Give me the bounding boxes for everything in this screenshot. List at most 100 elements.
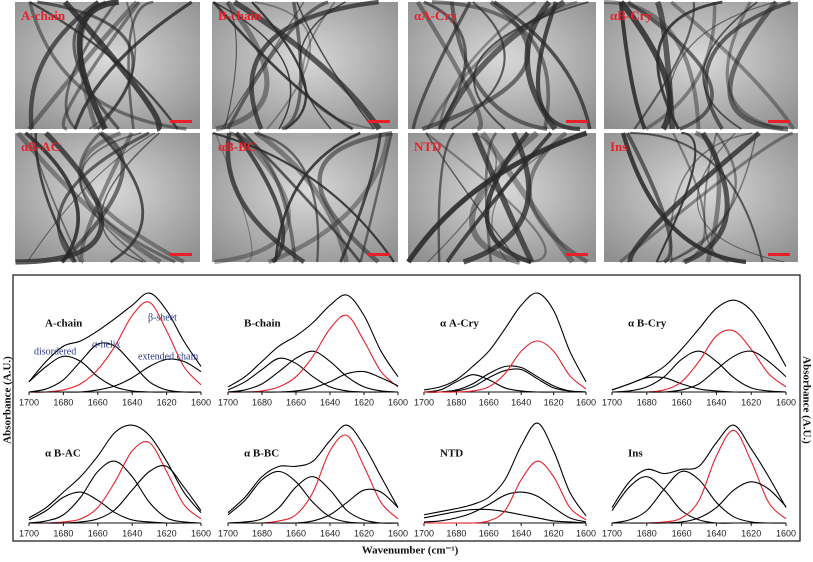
x-tick-label: 1680: [252, 528, 272, 538]
fibril: [359, 132, 393, 263]
fibril: [232, 0, 382, 131]
fibril: [425, 132, 520, 263]
panel-title: α B-BC: [244, 448, 279, 460]
x-tick-label: 1600: [576, 528, 596, 538]
spectrum-curve: [227, 294, 399, 388]
x-tick-label: 1700: [19, 528, 39, 538]
spectrum-curve: [28, 292, 202, 383]
fibril: [15, 131, 104, 265]
spectrum-curve: [424, 340, 587, 393]
spectrum-curve: [423, 491, 587, 523]
scale-bar: [170, 120, 192, 123]
fibril: [61, 1, 141, 131]
fibril: [267, 132, 391, 265]
x-tick-label: 1660: [88, 397, 108, 407]
fibril: [725, 1, 784, 131]
fibril: [77, 131, 176, 264]
spectrum-curve: [227, 357, 398, 393]
annotation: β-sheet: [148, 312, 177, 323]
spectrum-curve: [227, 476, 399, 524]
fibril: [727, 0, 789, 132]
fibril: [437, 132, 455, 263]
x-tick-label: 1620: [157, 528, 177, 538]
fibril: [281, 1, 303, 131]
fibril: [234, 131, 286, 264]
fibril: [696, 132, 785, 263]
fibril: [100, 132, 160, 263]
scale-bar: [768, 120, 790, 123]
x-tick-label: 1660: [672, 397, 692, 407]
fibril: [254, 1, 312, 130]
fibril: [484, 132, 498, 263]
spectrum-curve: [611, 299, 787, 391]
image-label: αB-AC: [21, 139, 60, 154]
fibril: [493, 0, 592, 130]
x-tick-label: 1620: [741, 528, 761, 538]
x-tick-label: 1680: [53, 528, 73, 538]
x-tick-label: 1700: [602, 528, 622, 538]
fibril: [704, 0, 792, 131]
scale-bar: [566, 253, 588, 256]
fibril: [411, 1, 472, 130]
x-tick-label: 1620: [544, 397, 564, 407]
panel-title: α A-Cry: [440, 318, 479, 330]
fibril: [34, 132, 77, 263]
spectrum-curve: [28, 491, 201, 524]
spectrum-curve: [228, 370, 399, 393]
fibril: [16, 131, 162, 265]
fibril: [73, 0, 193, 130]
spectrum-curve: [423, 374, 586, 393]
spectrum-curve: [28, 301, 202, 393]
x-tick-label: 1620: [741, 397, 761, 407]
x-tick-label: 1640: [511, 528, 531, 538]
fibril: [296, 1, 375, 130]
fibril: [214, 131, 291, 265]
annotation: disordered: [34, 346, 76, 357]
panel-title: α B-Cry: [628, 318, 667, 330]
scale-bar: [170, 253, 192, 256]
fibril: [317, 130, 393, 264]
fibril: [619, 131, 794, 264]
spectrum-curve: [612, 350, 787, 393]
fibril: [627, 0, 714, 131]
fibril: [669, 132, 737, 264]
spectrum-curve: [611, 424, 787, 508]
scale-bar: [368, 253, 390, 256]
spectrum-curve: [28, 441, 202, 524]
panel-title: NTD: [440, 448, 463, 460]
x-axis-label: Wavenumber (cm⁻¹): [362, 545, 459, 557]
spectrum-curve: [611, 470, 787, 524]
scale-bar: [368, 120, 390, 123]
fibril: [79, 131, 185, 264]
fibril: [618, 0, 673, 131]
panel-title: B-chain: [244, 318, 281, 330]
spectrum-curve: [423, 508, 587, 524]
spectra-frame: [12, 274, 801, 542]
fibril: [28, 0, 100, 130]
x-tick-label: 1640: [511, 397, 531, 407]
x-tick-label: 1700: [218, 397, 238, 407]
x-tick-label: 1660: [286, 528, 306, 538]
x-tick-label: 1680: [252, 397, 272, 407]
x-tick-label: 1680: [637, 397, 657, 407]
fibril: [473, 1, 589, 130]
fibril: [78, 0, 101, 130]
x-tick-label: 1700: [414, 397, 434, 407]
spectrum-curve: [611, 429, 787, 524]
spectrum-curve: [611, 376, 786, 393]
x-tick-label: 1600: [576, 397, 596, 407]
fibril: [426, 0, 578, 130]
fibril: [629, 132, 764, 263]
image-label: B-chain: [218, 8, 262, 23]
spectrum-curve: [28, 355, 201, 393]
x-tick-label: 1640: [320, 397, 340, 407]
spectrum-curve: [28, 460, 202, 524]
spectrum-curve: [423, 365, 587, 393]
fibril: [226, 0, 329, 130]
x-tick-label: 1680: [53, 397, 73, 407]
fibril: [423, 0, 468, 130]
image-label: NTD: [414, 139, 441, 154]
fibril: [406, 130, 588, 264]
panel-title: A-chain: [45, 318, 82, 330]
